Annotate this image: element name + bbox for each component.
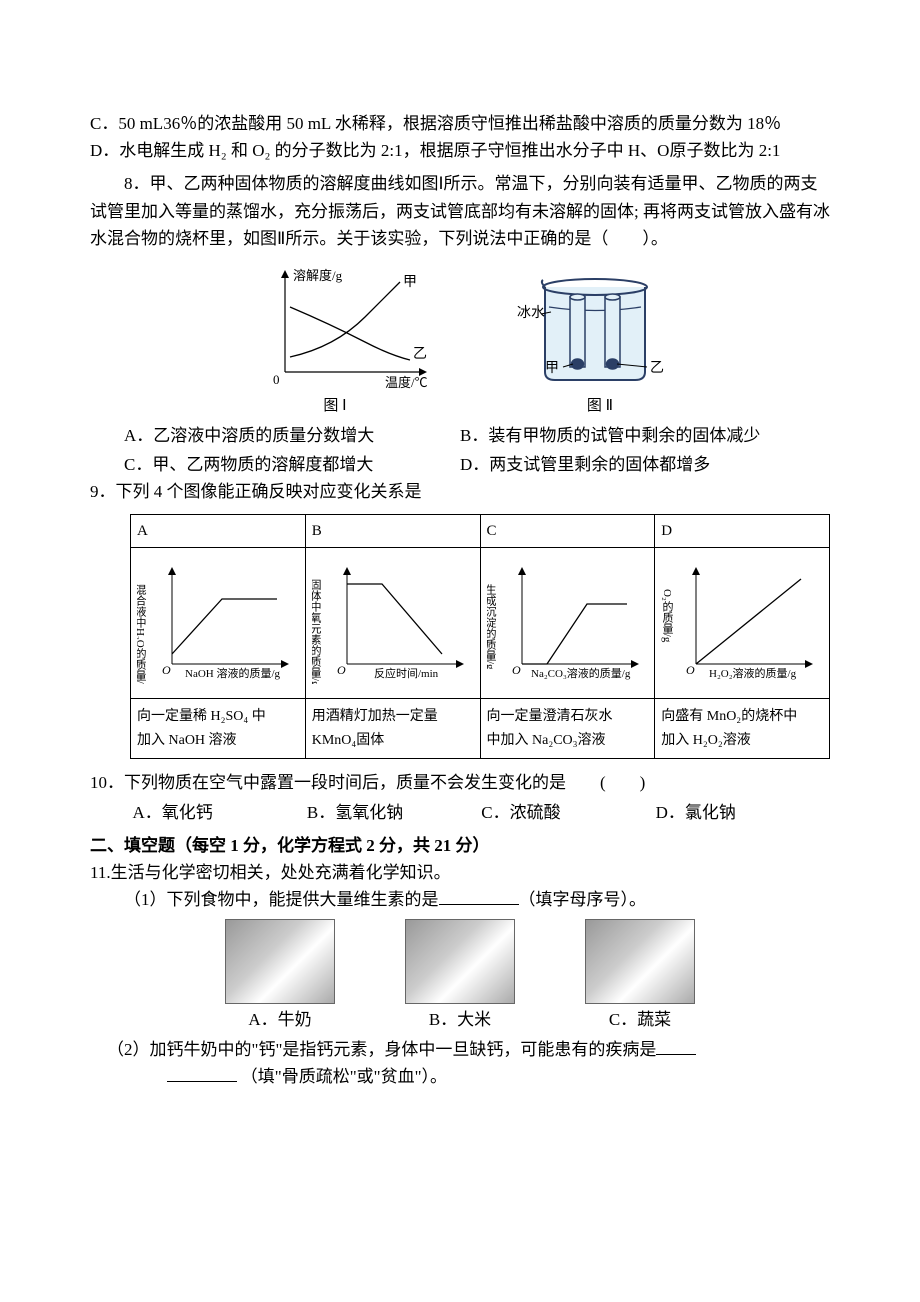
svg-text:O: O — [162, 663, 171, 677]
section2-title: 二、填空题（每空 1 分，化学方程式 2 分，共 21 分） — [90, 832, 830, 859]
q9-table: A B C D 混合液中H₂O的质量/g O NaOH 溶液的质量/g 固体中氧… — [130, 514, 830, 760]
fig1-caption: 图 Ⅰ — [323, 394, 346, 418]
q9-head-d: D — [655, 514, 830, 547]
q11-1-pre: （1）下列食物中，能提供大量维生素的是 — [124, 890, 439, 909]
xlabel: 温度/℃ — [385, 375, 428, 390]
origin: 0 — [273, 372, 280, 387]
q10-stem: 10．下列物质在空气中露置一段时间后，质量不会发生变化的是 ( ) — [90, 769, 830, 796]
q11-1-post: （填字母序号）。 — [519, 890, 647, 909]
q11-sub1: （1）下列食物中，能提供大量维生素的是 （填字母序号）。 — [90, 886, 830, 913]
q9c-d2: 中加入 Na₂CO₃溶液 — [487, 729, 649, 753]
q11-stem: 11.生活与化学密切相关，处处充满着化学知识。 — [90, 859, 830, 886]
q8-figure-2: 冰水 甲 乙 图 Ⅱ — [515, 262, 685, 418]
food-a: A．牛奶 — [225, 919, 335, 1033]
q9-graph-b: 固体中氧元素的质量/g O 反应时间/min — [305, 547, 480, 698]
q9-desc-d: 向盛有 MnO₂的烧杯中 加入 H₂O₂溶液 — [655, 698, 830, 759]
food-label-b: B．大米 — [429, 1006, 491, 1033]
milk-image — [225, 919, 335, 1004]
q7-opt-c: C．50 mL36％的浓盐酸用 50 mL 水稀释，根据溶质守恒推出稀盐酸中溶质… — [90, 110, 830, 137]
q9-graph-a: 混合液中H₂O的质量/g O NaOH 溶液的质量/g — [131, 547, 306, 698]
curve-yi: 乙 — [413, 346, 427, 362]
ice-water-label: 冰水 — [517, 305, 545, 321]
q8-opt-c: C．甲、乙两物质的溶解度都增大 — [90, 451, 460, 478]
ylabel: 溶解度/g — [293, 268, 343, 283]
food-label-a: A．牛奶 — [248, 1006, 311, 1033]
q9b-ylabel: 固体中氧元素的质量/g — [312, 578, 322, 683]
q11-sub2: （2）加钙牛奶中的"钙"是指钙元素，身体中一旦缺钙，可能患有的疾病是 — [90, 1036, 830, 1063]
curve-jia: 甲 — [403, 275, 417, 290]
q9-desc-c: 向一定量澄清石灰水 中加入 Na₂CO₃溶液 — [480, 698, 655, 759]
q10-opt-c: C．浓硫酸 — [481, 799, 655, 826]
rice-image — [405, 919, 515, 1004]
q10-opt-b: B．氢氧化钠 — [307, 799, 481, 826]
fig2-caption: 图 Ⅱ — [587, 394, 613, 418]
q9d-xlabel: H₂O₂溶液的质量/g — [709, 666, 797, 680]
q8-stem: 8．甲、乙两种固体物质的溶解度曲线如图Ⅰ所示。常温下，分别向装有适量甲、乙物质的… — [90, 170, 830, 252]
q9a-d1: 向一定量稀 H₂SO₄ 中 — [137, 705, 299, 729]
q9c-d1: 向一定量澄清石灰水 — [487, 705, 649, 729]
q8-opt-a: A．乙溶液中溶质的质量分数增大 — [90, 422, 460, 449]
q9a-ylabel: 混合液中H₂O的质量/g — [137, 583, 147, 683]
q9-graph-d: O₂的质量/g O H₂O₂溶液的质量/g — [655, 547, 830, 698]
food-images: A．牛奶 B．大米 C．蔬菜 — [90, 919, 830, 1033]
q8-opt-d: D．两支试管里剩余的固体都增多 — [460, 451, 830, 478]
svg-text:O: O — [512, 663, 521, 677]
q8-figures: 溶解度/g 温度/℃ 0 甲 乙 图 Ⅰ — [90, 262, 830, 418]
food-b: B．大米 — [405, 919, 515, 1033]
jia-label: 甲 — [545, 361, 559, 376]
q9-desc-a: 向一定量稀 H₂SO₄ 中 加入 NaOH 溶液 — [131, 698, 306, 759]
q10-opt-d: D．氯化钠 — [656, 799, 830, 826]
q9c-xlabel: Na₂CO₃溶液的质量/g — [531, 666, 631, 680]
q9b-xlabel: 反应时间/min — [374, 666, 439, 680]
q9b-d2: KMnO₄固体 — [312, 729, 474, 753]
q8-figure-1: 溶解度/g 温度/℃ 0 甲 乙 图 Ⅰ — [235, 262, 435, 418]
q9d-d2: 加入 H₂O₂溶液 — [661, 729, 823, 753]
q9b-d1: 用酒精灯加热一定量 — [312, 705, 474, 729]
beaker-svg: 冰水 甲 乙 — [515, 262, 685, 392]
q9-graph-c: 生成沉淀的质量/g O Na₂CO₃溶液的质量/g — [480, 547, 655, 698]
q8-opt-b: B．装有甲物质的试管中剩余的固体减少 — [460, 422, 830, 449]
blank-2b — [167, 1081, 237, 1082]
q11-2-pre: （2）加钙牛奶中的"钙"是指钙元素，身体中一旦缺钙，可能患有的疾病是 — [107, 1040, 656, 1059]
q9-head-c: C — [480, 514, 655, 547]
solubility-curve-svg: 溶解度/g 温度/℃ 0 甲 乙 — [235, 262, 435, 392]
q9a-d2: 加入 NaOH 溶液 — [137, 729, 299, 753]
q10-opt-a: A．氧化钙 — [133, 799, 307, 826]
q7-opt-d: D．水电解生成 H₂ 和 O₂ 的分子数比为 2:1，根据原子守恒推出水分子中 … — [90, 137, 830, 164]
q11-2-line2: （填"骨质疏松"或"贫血"）。 — [241, 1067, 447, 1086]
q9-desc-b: 用酒精灯加热一定量 KMnO₄固体 — [305, 698, 480, 759]
q9d-d1: 向盛有 MnO₂的烧杯中 — [661, 705, 823, 729]
svg-text:O: O — [686, 663, 695, 677]
food-c: C．蔬菜 — [585, 919, 695, 1033]
q9a-xlabel: NaOH 溶液的质量/g — [185, 666, 281, 680]
q9c-ylabel: 生成沉淀的质量/g — [487, 582, 497, 669]
food-label-c: C．蔬菜 — [609, 1006, 671, 1033]
q9-head-b: B — [305, 514, 480, 547]
vegetable-image — [585, 919, 695, 1004]
blank-2a — [656, 1054, 696, 1055]
q9-head-a: A — [131, 514, 306, 547]
blank-1 — [439, 904, 519, 905]
q11-sub2-line2: （填"骨质疏松"或"贫血"）。 — [90, 1063, 830, 1090]
q9d-ylabel: O₂的质量/g — [661, 589, 674, 643]
svg-text:O: O — [337, 663, 346, 677]
q9-stem: 9．下列 4 个图像能正确反映对应变化关系是 — [90, 478, 830, 505]
yi-label: 乙 — [650, 360, 664, 376]
